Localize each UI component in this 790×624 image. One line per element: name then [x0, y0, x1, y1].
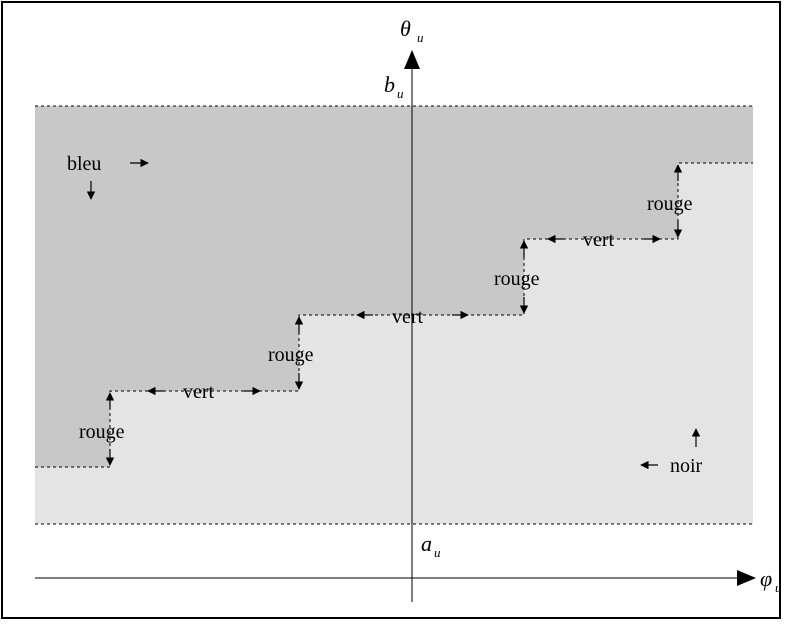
transition-arrows	[86, 158, 701, 470]
upper-bound-subscript: u	[397, 86, 404, 101]
lower-bound-subscript: u	[434, 545, 441, 560]
x-axis-label: φ	[760, 566, 772, 591]
rouge-3-label: rouge	[494, 268, 540, 290]
lower-bound-label: a	[421, 531, 432, 556]
vert-2-label: vert	[392, 306, 424, 328]
rouge-2-label: rouge	[268, 344, 314, 366]
vert-1-label: vert	[183, 381, 215, 403]
vert-3-label: vert	[583, 229, 615, 251]
y-axis-subscript: u	[417, 30, 424, 45]
rouge-4-label: rouge	[647, 193, 693, 215]
upper-bound-label: b	[384, 72, 395, 97]
region-bleu-label: bleu	[67, 153, 101, 175]
region-noir-label: noir	[670, 455, 703, 477]
x-axis-subscript: u	[775, 580, 782, 595]
region-bleu	[35, 106, 753, 467]
y-axis-arrowhead	[404, 50, 420, 69]
y-axis-label: θ	[400, 16, 411, 41]
x-axis-arrowhead	[737, 570, 756, 586]
rouge-1-label: rouge	[79, 421, 125, 443]
